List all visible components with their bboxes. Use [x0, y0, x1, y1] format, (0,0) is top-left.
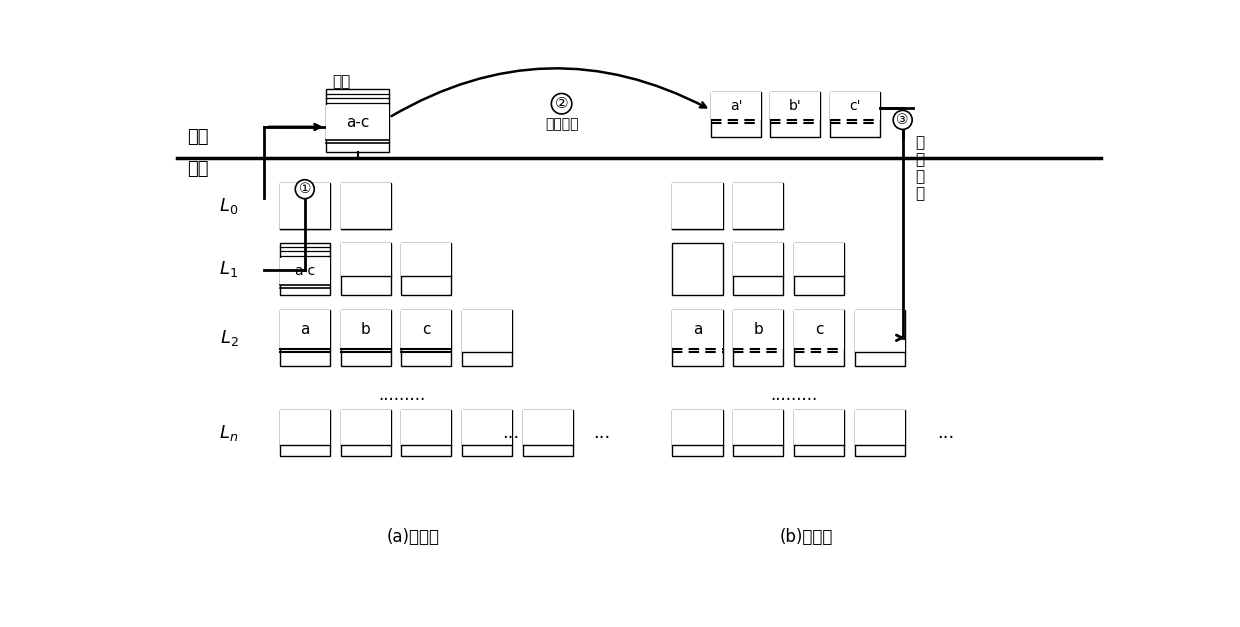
Text: 追: 追 — [915, 135, 924, 150]
Bar — [280, 183, 330, 229]
Bar — [794, 310, 844, 349]
Bar — [402, 310, 451, 366]
Bar — [402, 310, 451, 349]
Text: $L_0$: $L_0$ — [219, 196, 238, 216]
Bar — [672, 310, 723, 366]
Bar — [280, 243, 330, 295]
Bar — [830, 92, 879, 137]
Text: 磁盘: 磁盘 — [187, 160, 208, 178]
Text: a-c: a-c — [294, 264, 315, 278]
Bar — [672, 410, 723, 456]
Bar — [672, 183, 723, 229]
Bar — [341, 310, 391, 349]
Bar — [341, 243, 391, 275]
Bar — [326, 105, 389, 140]
Bar — [711, 92, 761, 120]
Text: $L_1$: $L_1$ — [219, 260, 238, 279]
Bar — [854, 310, 905, 366]
Text: a: a — [693, 322, 702, 337]
Bar — [733, 410, 784, 445]
Bar — [280, 410, 330, 456]
Bar — [523, 410, 573, 445]
Text: 合并排序: 合并排序 — [544, 117, 578, 131]
Text: ③: ③ — [897, 113, 909, 127]
Bar — [280, 183, 330, 229]
Bar — [523, 410, 573, 456]
Text: a: a — [300, 322, 310, 337]
Bar — [463, 310, 512, 352]
Bar — [854, 310, 905, 352]
Bar — [463, 310, 512, 366]
Bar — [402, 410, 451, 456]
Bar — [733, 410, 784, 456]
Bar — [341, 310, 391, 366]
Text: b': b' — [789, 99, 801, 113]
Bar — [794, 310, 844, 366]
Text: a-c: a-c — [346, 115, 370, 130]
Bar — [280, 310, 330, 366]
Text: ①: ① — [299, 182, 311, 196]
Text: .........: ......... — [378, 386, 425, 404]
Text: c: c — [422, 322, 430, 337]
Bar — [463, 410, 512, 445]
Text: ...: ... — [594, 424, 611, 442]
Bar — [341, 410, 391, 445]
Bar — [733, 310, 784, 349]
Bar — [280, 410, 330, 445]
Bar — [402, 243, 451, 275]
Bar — [711, 92, 761, 137]
Bar — [672, 410, 723, 445]
Bar — [341, 183, 391, 229]
Bar — [794, 243, 844, 295]
Text: 内存: 内存 — [187, 128, 208, 146]
Bar — [830, 92, 879, 120]
Text: c': c' — [849, 99, 861, 113]
Bar — [341, 410, 391, 456]
Bar — [794, 410, 844, 456]
Text: $L_2$: $L_2$ — [219, 328, 238, 348]
Text: 加: 加 — [915, 152, 924, 167]
Text: .........: ......... — [770, 386, 817, 404]
Bar — [672, 243, 723, 295]
Text: ...: ... — [937, 424, 955, 442]
Text: a': a' — [729, 99, 743, 113]
Bar — [854, 410, 905, 445]
Bar — [854, 410, 905, 456]
Text: 读取: 读取 — [332, 74, 351, 89]
Bar — [672, 310, 723, 349]
Bar — [770, 92, 821, 137]
Text: (a)合并前: (a)合并前 — [387, 528, 440, 546]
Bar — [733, 183, 784, 229]
Text: $L_n$: $L_n$ — [219, 423, 238, 443]
Bar — [733, 243, 784, 275]
Text: b: b — [754, 322, 763, 337]
Text: c: c — [815, 322, 823, 337]
Bar — [672, 183, 723, 229]
Text: b: b — [361, 322, 371, 337]
Bar — [402, 243, 451, 295]
Text: ...: ... — [502, 424, 520, 442]
Bar — [463, 410, 512, 456]
Bar — [733, 243, 784, 295]
Bar — [733, 310, 784, 366]
Text: 写: 写 — [915, 169, 924, 184]
Bar — [770, 92, 821, 120]
Bar — [280, 258, 330, 285]
Bar — [733, 183, 784, 229]
Bar — [402, 410, 451, 445]
Bar — [341, 243, 391, 295]
Bar — [794, 410, 844, 445]
Bar — [280, 310, 330, 349]
Text: 入: 入 — [915, 186, 924, 201]
Text: (b)合并后: (b)合并后 — [780, 528, 833, 546]
Bar — [326, 89, 389, 152]
Text: ②: ② — [554, 96, 568, 111]
Bar — [794, 243, 844, 275]
Bar — [341, 183, 391, 229]
